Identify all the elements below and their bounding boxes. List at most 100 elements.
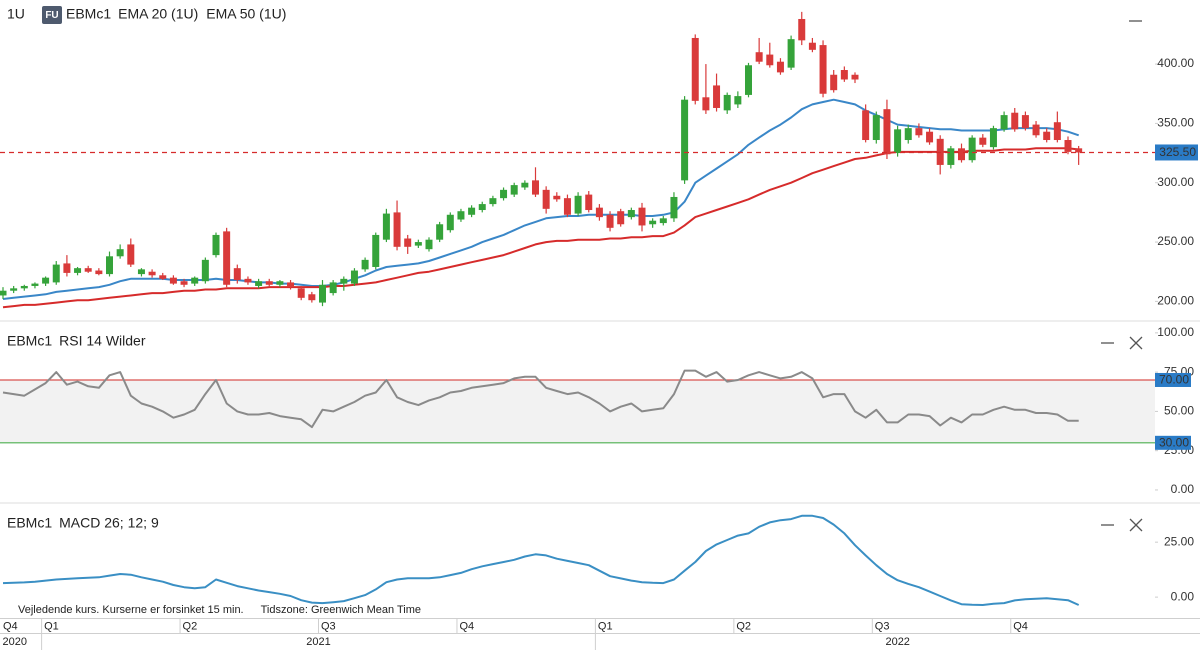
candle-body: [734, 96, 742, 105]
candle-body: [169, 277, 177, 284]
x-tick-label: Q2: [736, 620, 751, 632]
level-band: [0, 379, 1155, 443]
panel: 0.00 25.00 EBMc1 MACD 26; 12; 9: [2, 515, 1195, 606]
candle-body: [894, 129, 902, 154]
candle-body: [74, 268, 82, 273]
candle-body: [713, 85, 721, 108]
candle-body: [659, 218, 667, 224]
panel: 200.00 250.00 300.00 350.00 400.00 325.50 EBMc…: [0, 6, 1198, 309]
line: [2, 369, 1079, 429]
candle-body: [904, 128, 912, 141]
candle-body: [968, 137, 976, 161]
candle-body: [159, 275, 167, 279]
candle-body: [627, 210, 635, 218]
price-tag-label: 325.50: [1159, 145, 1196, 159]
x-tick-label: Q2: [183, 620, 198, 632]
y-tick-label: 350.00: [1157, 116, 1194, 130]
y-tick-label: 300.00: [1157, 175, 1194, 189]
candle-body: [1032, 124, 1040, 136]
candle-body: [883, 109, 891, 155]
candle-body: [84, 268, 92, 272]
candle-body: [319, 284, 326, 303]
candle-body: [1043, 131, 1051, 141]
candle-body: [670, 196, 678, 219]
line: [2, 98, 1080, 300]
y-tick-label: 0.00: [1171, 589, 1195, 603]
candle-body: [542, 189, 550, 209]
footnote: Tidszone: Greenwich Mean Time: [261, 604, 421, 616]
x-tick-label: Q1: [598, 620, 613, 632]
candle-body: [223, 231, 231, 285]
candle-body: [766, 54, 774, 66]
candle-body: [372, 234, 380, 267]
price-tag: [1155, 144, 1198, 161]
candle-body: [776, 61, 784, 73]
candle-body: [1021, 115, 1029, 129]
y-tick-label: 100.00: [1157, 325, 1194, 339]
candle-body: [180, 281, 188, 285]
candle-body: [95, 270, 103, 275]
x-tick-label: Q4: [3, 620, 18, 632]
x-tick-label: Q4: [459, 620, 474, 632]
candle-body: [500, 189, 508, 199]
candle-body: [308, 294, 316, 301]
footnote: Vejledende kurs. Kurserne er forsinket 1…: [18, 604, 244, 616]
candle-body: [265, 281, 273, 285]
candle-body: [63, 263, 71, 273]
candle-body: [958, 148, 965, 161]
badge: FU: [45, 10, 58, 21]
year-label: 2020: [3, 636, 27, 648]
candle-body: [137, 269, 145, 275]
candle-body: [361, 259, 369, 270]
candle-body: [979, 137, 987, 145]
badge-bg: [42, 6, 62, 24]
candle-body: [691, 37, 699, 101]
candle-body: [1011, 112, 1019, 130]
candle-body: [830, 74, 838, 91]
candle-body: [425, 239, 433, 250]
close-button[interactable]: [1129, 336, 1143, 350]
candle-body: [148, 271, 156, 276]
candle-body: [233, 268, 241, 281]
close-button[interactable]: [1129, 518, 1143, 532]
y-tick-label: 200.00: [1157, 294, 1194, 308]
candle-body: [1075, 148, 1083, 153]
x-tick-label: Q4: [1013, 620, 1028, 632]
candle-body: [457, 211, 465, 220]
candle-body: [1000, 115, 1008, 130]
x-tick-label: Q1: [44, 620, 59, 632]
candle-body: [723, 94, 731, 111]
symbol: EBMc1: [66, 6, 111, 22]
candle-body: [287, 282, 295, 288]
y-tick-label: 250.00: [1157, 234, 1194, 248]
legend-entry: RSI 14 Wilder: [59, 333, 146, 349]
y-tick-label: 50.00: [1164, 404, 1194, 418]
candle-body: [595, 207, 603, 218]
symbol: EBMc1: [7, 515, 52, 531]
candle-body: [446, 214, 454, 231]
x-tick-label: Q3: [321, 620, 336, 632]
panel: 0.0025.0050.0075.00100.0070.0030.00EBMc1…: [0, 325, 1194, 496]
candle-body: [532, 180, 539, 195]
candle-body: [606, 214, 614, 228]
candle-body: [404, 238, 412, 247]
candle-body: [808, 42, 816, 50]
candle-body: [31, 283, 39, 286]
candle-body: [915, 128, 923, 136]
candle-body: [1064, 140, 1072, 152]
candle-body: [244, 278, 252, 283]
candle-body: [276, 281, 284, 285]
candle-body: [20, 285, 28, 289]
candle-body: [436, 224, 444, 240]
candle-body: [989, 128, 997, 148]
candle-body: [10, 288, 18, 291]
candle-body: [42, 277, 50, 284]
candle-body: [521, 182, 529, 188]
candle-body: [755, 52, 763, 62]
candle-body: [191, 277, 199, 284]
candle-body: [702, 97, 710, 111]
interval: 1U: [7, 6, 25, 22]
candle-body: [947, 148, 955, 165]
candle-body: [840, 70, 848, 80]
